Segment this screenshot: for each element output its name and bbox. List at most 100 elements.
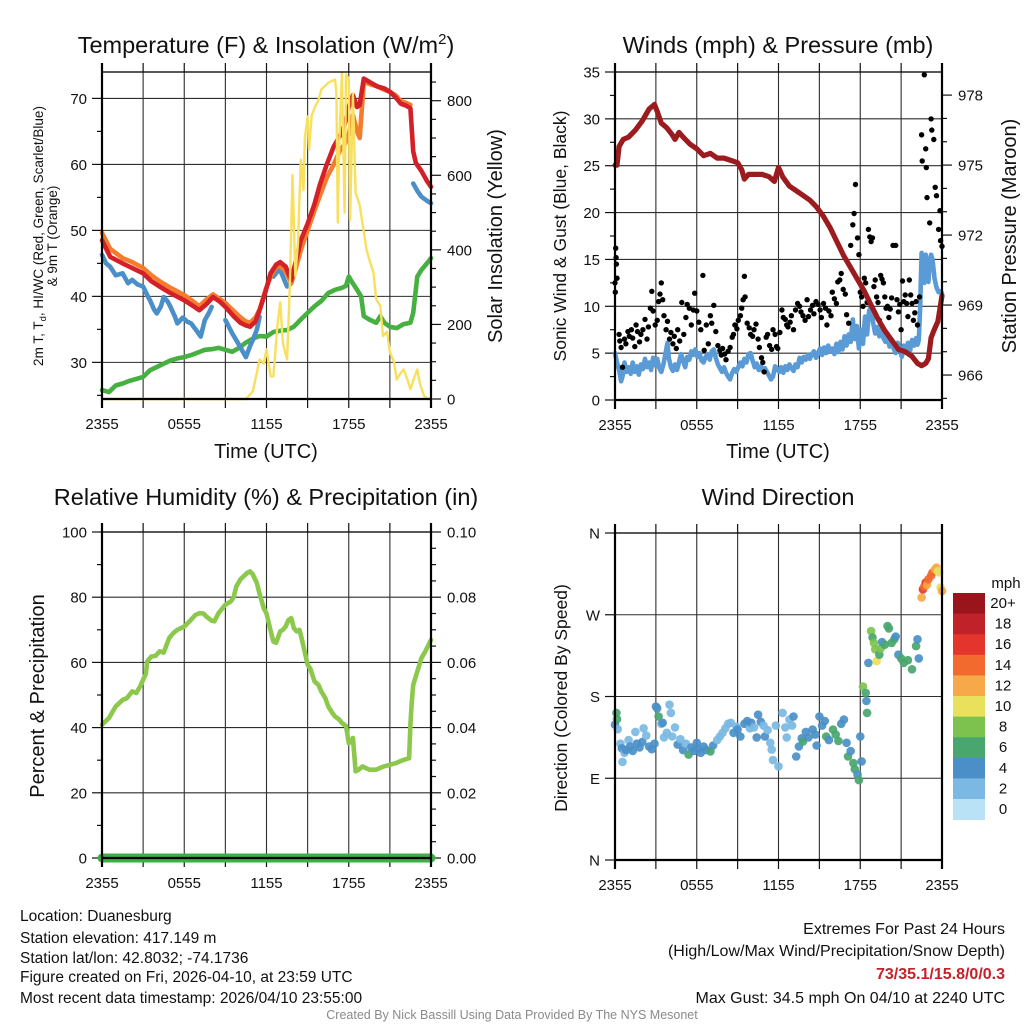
wind-direction-point — [766, 738, 775, 748]
gust-point — [788, 313, 795, 319]
gust-point — [744, 320, 750, 326]
wind-direction-point — [752, 733, 761, 742]
wind-direction-point — [618, 757, 627, 767]
gust-point — [854, 235, 861, 241]
gust-point — [852, 181, 859, 188]
gust-point — [619, 364, 626, 370]
gust-point — [872, 277, 878, 283]
colorbar-swatch — [953, 737, 985, 759]
wind-direction-point — [665, 700, 674, 709]
gust-point — [649, 288, 655, 294]
wind-direction-point — [917, 593, 926, 602]
figure-created-time: Figure created on Fri, 2026-04-10, at 23… — [20, 969, 353, 986]
gust-point — [913, 298, 919, 305]
colorbar-unit-label: mph — [991, 575, 1020, 592]
y2-tick-label: 800 — [447, 93, 472, 110]
gust-point — [657, 291, 663, 297]
gust-point — [782, 316, 788, 323]
gust-point — [700, 272, 706, 279]
gust-point — [683, 314, 689, 321]
x-axis-title-temperature: Time (UTC) — [214, 441, 318, 463]
gust-point — [698, 327, 704, 333]
gust-point — [902, 292, 908, 298]
y-tick-label: 30 — [70, 355, 87, 372]
y2-tick-label: 0.06 — [447, 655, 476, 672]
colorbar-label: 12 — [995, 677, 1012, 694]
y-axis-title-text-end: , HI/WC (Red, Green, Scarlet/Blue) — [31, 106, 46, 316]
wind-direction-point — [782, 733, 791, 742]
gust-point — [933, 193, 940, 199]
gust-point — [655, 298, 662, 305]
y-tick-label: 20 — [583, 205, 600, 222]
gust-point — [921, 72, 927, 78]
gust-point — [658, 280, 664, 286]
y-tick-label: 25 — [583, 158, 600, 175]
gust-point — [871, 283, 877, 290]
gust-point — [640, 327, 646, 333]
wind-direction-point — [914, 654, 924, 663]
wind-direction-point — [907, 665, 917, 674]
x-tick-label: 1155 — [762, 417, 794, 434]
x-tick-label: 2355 — [414, 875, 447, 892]
chart-wind-direction: N E S W N 2355 0555 1155 1755 2355 mph 20+ 18 16 14 12 1… — [586, 524, 1021, 894]
gust-point — [829, 289, 835, 295]
y-tick-label: 40 — [70, 720, 87, 737]
gust-point — [650, 308, 656, 314]
gust-point — [790, 327, 797, 333]
wind-direction-point — [652, 704, 662, 713]
gust-point — [779, 307, 785, 313]
wind-direction-point — [866, 626, 876, 636]
extremes-values: 73/35.1/15.8/0/0.3 — [876, 966, 1005, 983]
gust-point — [652, 322, 658, 328]
gust-point — [893, 242, 899, 249]
y-axis-title-subscript: d — [38, 316, 49, 321]
gust-point — [815, 301, 821, 308]
wind-direction-point — [628, 746, 637, 756]
y2-tick-label: 200 — [447, 317, 472, 334]
colorbar-label: 20+ — [990, 595, 1016, 612]
gust-point — [928, 116, 934, 122]
gust-point — [755, 336, 761, 342]
wind-direction-point — [856, 732, 865, 741]
x-tick-label: 1755 — [844, 877, 877, 894]
series-relative-humidity — [99, 569, 434, 774]
gust-point — [875, 299, 881, 306]
wind-direction-point — [638, 737, 647, 747]
gust-point — [916, 294, 923, 300]
gust-point — [628, 327, 635, 333]
gust-point — [802, 317, 808, 323]
gust-point — [850, 222, 856, 228]
gust-point — [723, 357, 729, 363]
chart-title-wind-direction: Wind Direction — [702, 484, 855, 510]
gust-point — [663, 327, 669, 333]
gust-point — [677, 338, 683, 344]
colorbar-label: 4 — [999, 760, 1007, 777]
gust-point — [840, 286, 846, 293]
y2-tick-label: 0.02 — [447, 785, 476, 802]
wind-direction-point — [666, 708, 676, 718]
y-tick-label: W — [586, 607, 601, 624]
gust-point — [758, 355, 765, 361]
gust-point — [843, 312, 850, 318]
gust-point — [833, 300, 840, 307]
colorbar-swatch — [953, 799, 985, 820]
gust-point — [679, 299, 685, 306]
wind-direction-point — [692, 738, 702, 748]
series-temperature-2m — [99, 76, 434, 329]
y-tick-label: 80 — [70, 590, 87, 607]
gust-point — [741, 273, 748, 279]
gust-point — [865, 226, 872, 233]
gust-point — [769, 346, 775, 353]
y-axis-title-winds: Sonic Wind & Gust (Blue, Black) — [550, 111, 570, 362]
colorbar-label: 10 — [995, 698, 1012, 715]
latest-data-timestamp: Most recent data timestamp: 2026/04/10 2… — [20, 990, 362, 1007]
y-tick-label: E — [590, 771, 600, 788]
x-tick-label: 0555 — [168, 416, 201, 433]
gust-point — [828, 313, 834, 319]
gust-point — [701, 347, 707, 353]
wind-direction-point — [857, 757, 866, 766]
wind-direction-point — [781, 723, 790, 732]
gust-point — [846, 320, 852, 326]
